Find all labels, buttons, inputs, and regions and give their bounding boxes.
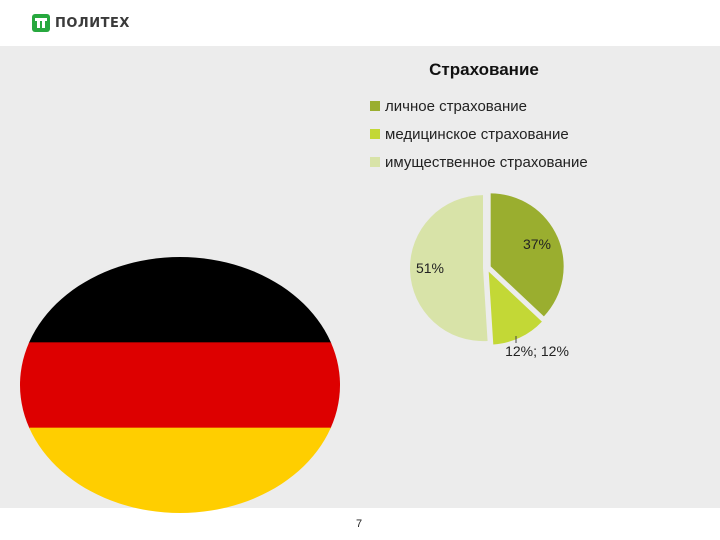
pie-slice-medical (488, 271, 542, 345)
logo-text: ПОЛИТЕХ (55, 15, 130, 31)
page-number: 7 (356, 518, 363, 530)
logo: ПОЛИТЕХ (32, 12, 130, 34)
pie-chart: 37% 12%; 12% 51% (410, 193, 569, 359)
flag-stripe-black (20, 257, 340, 344)
header-bar: ПОЛИТЕХ (0, 0, 720, 46)
legend-swatch (370, 157, 380, 167)
legend-swatch (370, 101, 380, 111)
legend-label: имущественное страхование (385, 153, 588, 171)
flag-stripe-gold (20, 427, 340, 513)
chart-legend: личное страхование медицинское страхован… (370, 92, 588, 176)
logo-mark-icon (32, 14, 50, 32)
legend-swatch (370, 129, 380, 139)
pie-slice-property (410, 195, 488, 342)
legend-item-medical: медицинское страхование (370, 120, 588, 148)
legend-label: медицинское страхование (385, 125, 569, 143)
pie-data-label: 51% (416, 260, 444, 276)
pie-data-label: 37% (523, 236, 551, 252)
legend-item-property: имущественное страхование (370, 148, 588, 176)
legend-label: личное страхование (385, 97, 527, 115)
pie-data-label: 12%; 12% (505, 343, 569, 359)
chart-title: Страхование (429, 60, 539, 79)
german-flag-image (20, 257, 340, 513)
pie-slice-personal (490, 193, 564, 317)
flag-stripe-red (20, 342, 340, 429)
legend-item-personal: личное страхование (370, 92, 588, 120)
